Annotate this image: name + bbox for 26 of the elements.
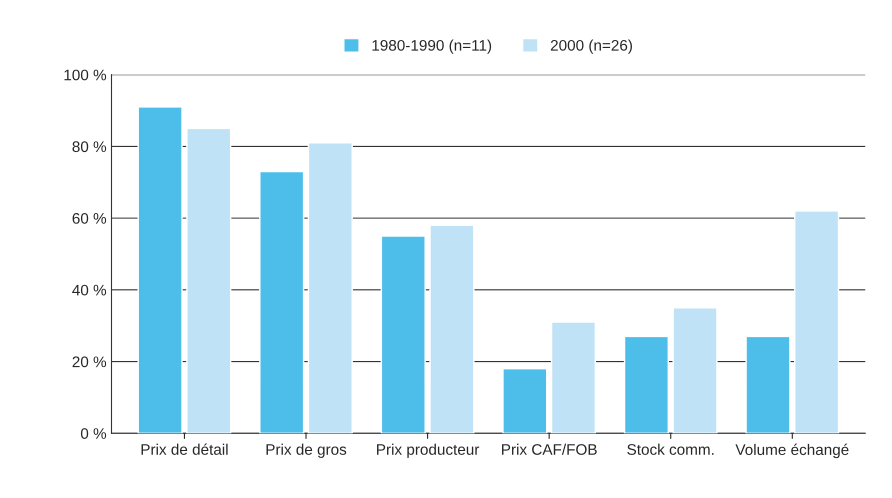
bar [380,235,426,434]
bar [138,106,183,434]
y-tick-label: 20 % [72,356,106,368]
x-tick-label: Prix de détail [142,444,228,455]
x-tick-label: Stock comm. [627,444,714,455]
bar [308,142,353,434]
x-tick-label: Prix CAF/FOB [502,444,597,455]
bar [259,170,304,434]
bar [745,336,791,434]
bar [624,336,669,434]
y-tick-label: 0 % [80,428,106,439]
y-tick-label: 100 % [64,70,106,80]
legend-label: 2000 (n=26) [550,40,632,54]
bar [794,210,840,434]
x-tick-label: Prix de gros [266,444,346,458]
y-tick-label: 40 % [72,284,106,296]
bar [672,307,718,434]
y-tick-label: 80 % [72,141,106,152]
x-tick-label: Prix producteur [377,444,480,458]
y-tick-label: 60 % [72,212,106,224]
legend-label: 1980-1990 (n=11) [372,40,492,54]
bar [429,224,474,434]
bar [186,128,232,434]
bar [502,368,548,434]
x-tick-label: Volume échangé [735,444,849,458]
bar [550,321,596,434]
